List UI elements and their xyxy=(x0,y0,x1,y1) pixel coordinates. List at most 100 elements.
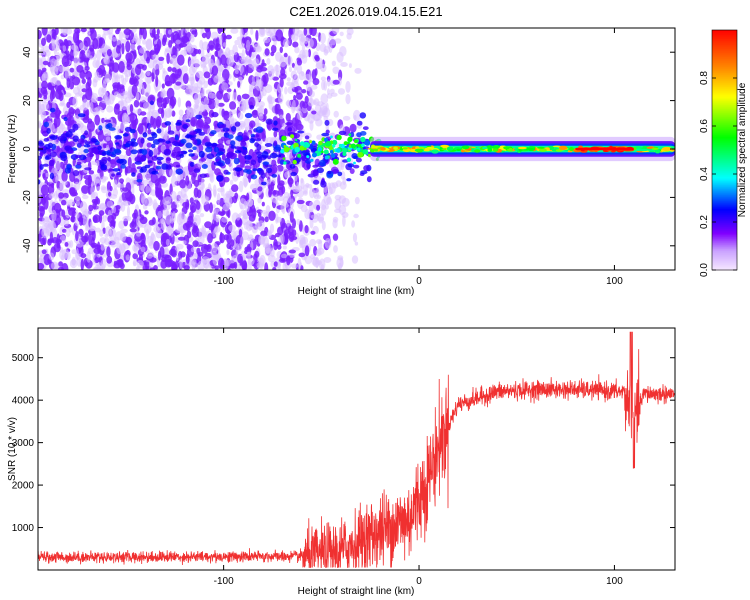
heatmap-noise-blob xyxy=(53,243,61,253)
heatmap-noise-blob xyxy=(58,192,64,199)
colorbar-step xyxy=(712,120,737,123)
heatmap-low-band-blob xyxy=(151,143,156,149)
heatmap-noise-blob xyxy=(249,120,256,128)
heatmap-noise-blob xyxy=(273,238,278,251)
heatmap-transition-blob xyxy=(346,157,352,162)
heatmap-noise-blob xyxy=(149,183,153,196)
heatmap-noise-blob xyxy=(246,39,251,52)
heatmap-low-band-blob xyxy=(147,136,155,141)
heatmap-noise-blob xyxy=(149,96,155,101)
heatmap-low-band-blob xyxy=(112,168,121,172)
heatmap-noise-blob xyxy=(251,225,258,234)
heatmap-noise-blob xyxy=(142,204,148,210)
heatmap-noise-blob xyxy=(277,260,281,270)
heatmap-low-band-blob xyxy=(262,155,268,159)
colorbar-step xyxy=(712,248,737,251)
heatmap-low-band-blob xyxy=(78,138,84,145)
heatmap-transition-blob xyxy=(330,150,334,154)
heatmap-noise-blob xyxy=(342,215,346,228)
heatmap-low-band-blob xyxy=(66,164,71,168)
heatmap-low-band-blob xyxy=(304,135,310,140)
heatmap-low-band-blob xyxy=(198,131,206,136)
heatmap-noise-blob xyxy=(294,46,300,54)
heatmap-noise-blob xyxy=(306,184,313,189)
heatmap-noise-blob xyxy=(138,253,143,262)
colorbar-step xyxy=(712,166,737,169)
heatmap-noise-blob xyxy=(71,249,77,255)
heatmap-noise-blob xyxy=(257,106,263,117)
heatmap-low-band-blob xyxy=(171,140,180,146)
heatmap-noise-blob xyxy=(197,160,203,168)
heatmap-x-axis-label: Height of straight line (km) xyxy=(298,286,415,297)
heatmap-noise-blob xyxy=(120,251,124,257)
heatmap-noise-blob xyxy=(140,111,147,116)
heatmap-low-band-blob xyxy=(327,170,332,175)
heatmap-noise-blob xyxy=(149,267,156,270)
heatmap-noise-blob xyxy=(140,246,146,253)
heatmap-low-band-blob xyxy=(39,151,44,156)
heatmap-noise-blob xyxy=(295,123,304,131)
heatmap-transition-blob xyxy=(336,134,342,141)
heatmap-noise-blob xyxy=(321,220,326,231)
heatmap-low-band-blob xyxy=(116,172,121,176)
heatmap-noise-blob xyxy=(105,136,111,142)
heatmap-noise-blob xyxy=(238,43,245,49)
heatmap-low-band-blob xyxy=(359,112,367,119)
heatmap-noise-blob xyxy=(219,76,225,84)
heatmap-noise-blob xyxy=(268,210,276,221)
heatmap-low-band-blob xyxy=(246,169,252,175)
heatmap-low-band-blob xyxy=(234,121,241,127)
heatmap-noise-blob xyxy=(154,43,161,54)
heatmap-noise-blob xyxy=(121,43,125,55)
colorbar-step xyxy=(712,242,737,245)
snr-x-tick-label: 100 xyxy=(606,576,623,587)
heatmap-low-band-blob xyxy=(347,163,355,168)
heatmap-noise-blob xyxy=(43,198,49,210)
heatmap-noise-blob xyxy=(318,213,324,224)
heatmap-noise-blob xyxy=(106,105,114,113)
heatmap-noise-blob xyxy=(320,63,327,73)
heatmap-noise-blob xyxy=(193,187,199,198)
heatmap-noise-blob xyxy=(200,63,207,69)
colorbar-tick-label: 0.0 xyxy=(699,263,710,277)
heatmap-noise-blob xyxy=(164,80,173,87)
heatmap-noise-blob xyxy=(320,93,329,104)
heatmap-noise-blob xyxy=(50,183,55,188)
heatmap-low-band-blob xyxy=(250,174,258,180)
heatmap-low-band-blob xyxy=(244,160,250,165)
heatmap-noise-blob xyxy=(284,86,288,95)
heatmap-noise-blob xyxy=(144,91,151,97)
heatmap-noise-blob xyxy=(320,264,325,270)
heatmap-noise-blob xyxy=(310,28,317,37)
heatmap-noise-blob xyxy=(104,233,109,238)
heatmap-noise-blob xyxy=(354,196,360,205)
heatmap-noise-blob xyxy=(92,215,98,223)
colorbar-step xyxy=(712,262,737,265)
heatmap-noise-blob xyxy=(272,76,279,81)
heatmap-noise-blob xyxy=(73,45,80,56)
heatmap-transition-blob xyxy=(299,141,305,146)
heatmap-signal-core xyxy=(651,147,659,150)
heatmap-noise-blob xyxy=(158,168,164,176)
heatmap-noise-blob xyxy=(41,28,48,36)
heatmap-noise-blob xyxy=(123,200,131,207)
heatmap-noise-blob xyxy=(91,181,95,187)
heatmap-noise-blob xyxy=(98,48,106,54)
heatmap-noise-blob xyxy=(345,93,351,105)
heatmap-noise-blob xyxy=(43,95,48,100)
heatmap-noise-blob xyxy=(151,28,156,38)
heatmap-noise-blob xyxy=(241,231,249,241)
heatmap-noise-blob xyxy=(198,228,203,239)
heatmap-noise-blob xyxy=(342,177,347,186)
heatmap-low-band-blob xyxy=(271,174,278,178)
heatmap-noise-blob xyxy=(125,167,129,174)
heatmap-signal-core xyxy=(492,145,501,150)
heatmap-transition-blob xyxy=(294,138,298,142)
heatmap-low-band-blob xyxy=(244,154,253,160)
heatmap-noise-blob xyxy=(81,78,86,85)
heatmap-noise-blob xyxy=(169,169,173,177)
heatmap-noise-blob xyxy=(132,261,136,267)
heatmap-signal-core xyxy=(525,147,536,151)
colorbar-step xyxy=(712,118,737,121)
heatmap-noise-blob xyxy=(272,266,277,270)
